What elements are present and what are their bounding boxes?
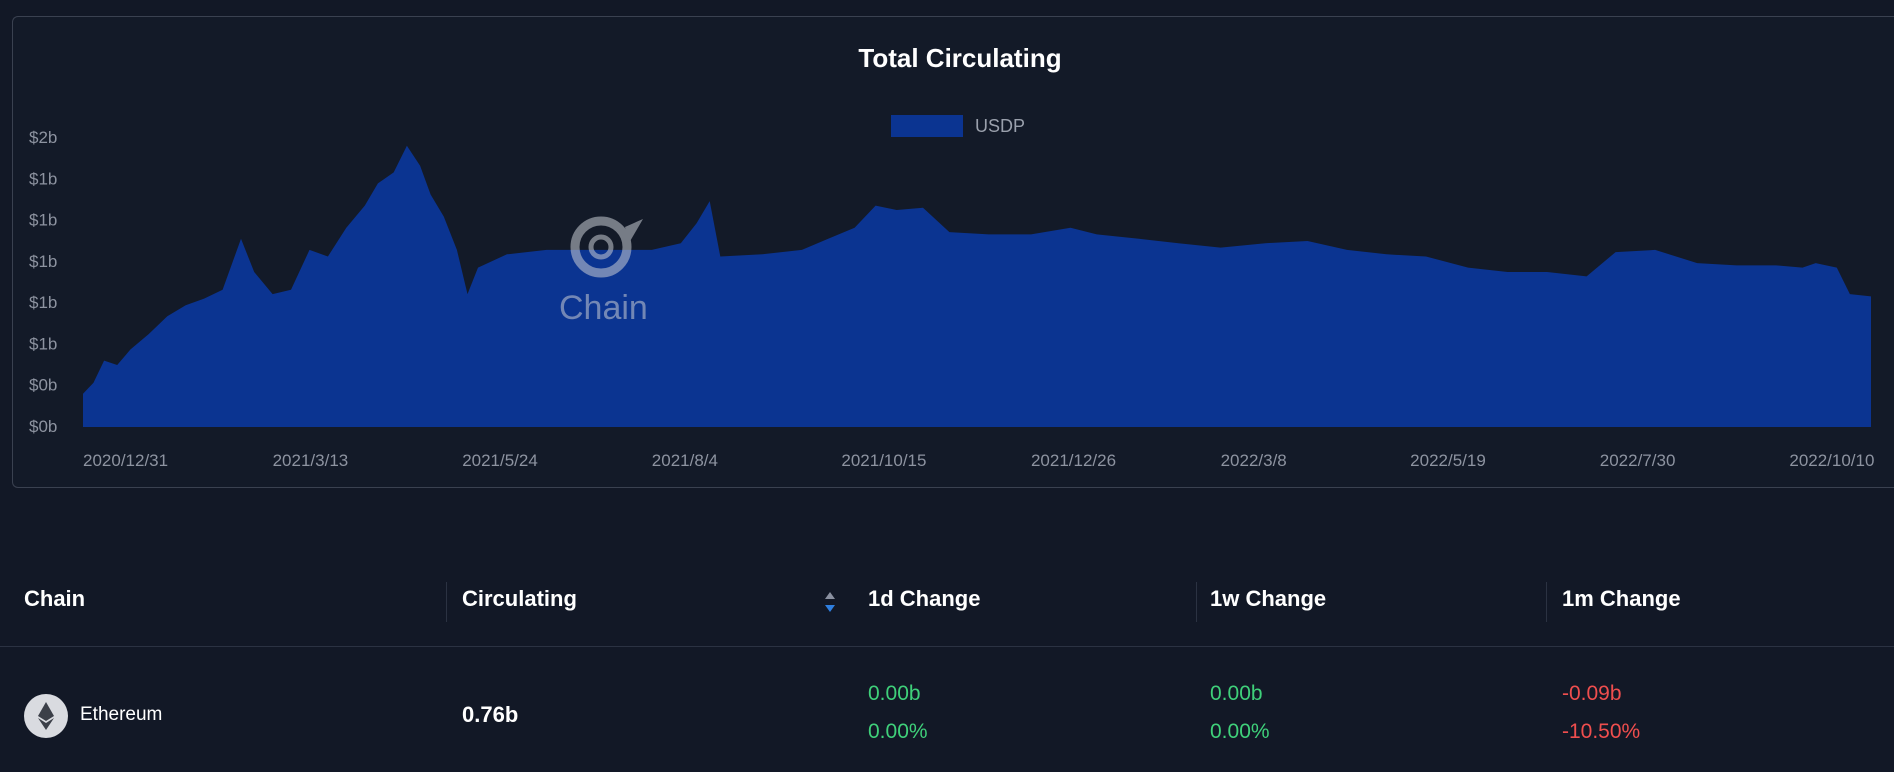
area-series-usdp[interactable] <box>83 145 1871 428</box>
ethereum-icon <box>24 694 68 738</box>
y-tick-label: $0b <box>29 417 57 436</box>
header-divider <box>0 646 1894 647</box>
sort-icon[interactable] <box>823 590 837 614</box>
column-divider <box>446 582 447 622</box>
y-tick-label: $1b <box>29 293 57 312</box>
change-1m-percent: -10.50% <box>1562 720 1641 743</box>
header-1w-change[interactable]: 1w Change <box>1210 586 1327 611</box>
x-tick-label: 2021/10/15 <box>841 451 926 470</box>
area-chart: $2b $1b $1b $1b $1b $1b $0b $0b 2020/12/31 2021/3… <box>29 128 1874 470</box>
legend-label: USDP <box>975 115 1026 136</box>
change-1d-value: 0.00b <box>868 682 921 705</box>
x-tick-label: 2021/3/13 <box>273 451 349 470</box>
header-1m-change[interactable]: 1m Change <box>1562 586 1681 611</box>
change-1d-percent: 0.00% <box>868 720 928 743</box>
x-tick-label: 2022/7/30 <box>1600 451 1676 470</box>
header-1d-change[interactable]: 1d Change <box>868 586 981 611</box>
change-1w-percent: 0.00% <box>1210 720 1270 743</box>
chain-name[interactable]: Ethereum <box>80 704 163 725</box>
circulating-value: 0.76b <box>462 702 519 727</box>
chain-logo-watermark: Chain <box>559 216 648 327</box>
x-tick-label: 2021/12/26 <box>1031 451 1116 470</box>
legend-swatch <box>891 115 963 137</box>
y-tick-label: $0b <box>29 376 57 395</box>
y-tick-label: $1b <box>29 252 57 271</box>
change-1m-value: -0.09b <box>1562 682 1622 705</box>
chart-panel: $2b $1b $1b $1b $1b $1b $0b $0b 2020/12/31 2021/3… <box>12 16 1894 488</box>
chart-title: Total Circulating <box>858 43 1062 73</box>
column-divider <box>1196 582 1197 622</box>
header-chain[interactable]: Chain <box>24 586 86 611</box>
y-tick-label: $1b <box>29 169 57 188</box>
change-1w-value: 0.00b <box>1210 682 1263 705</box>
legend[interactable]: USDP <box>891 115 1025 137</box>
header-circulating[interactable]: Circulating <box>462 586 577 611</box>
column-divider <box>1546 582 1547 622</box>
x-tick-label: 2021/5/24 <box>462 451 538 470</box>
x-tick-label: 2022/5/19 <box>1410 451 1486 470</box>
y-tick-label: $2b <box>29 128 57 147</box>
x-tick-label: 2021/8/4 <box>652 451 718 470</box>
x-tick-label: 2020/12/31 <box>83 451 168 470</box>
x-tick-label: 2022/10/10 <box>1789 451 1874 470</box>
watermark-text: Chain <box>559 289 648 327</box>
y-tick-label: $1b <box>29 334 57 353</box>
y-tick-label: $1b <box>29 211 57 230</box>
x-tick-label: 2022/3/8 <box>1221 451 1287 470</box>
